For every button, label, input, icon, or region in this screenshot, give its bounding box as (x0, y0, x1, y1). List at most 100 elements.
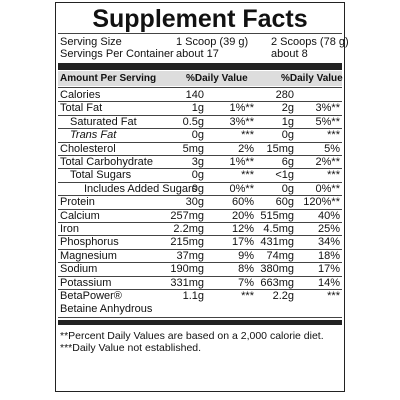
amount: 2.2mg (173, 223, 204, 235)
rule (58, 235, 342, 237)
nutrient-name: BetaPower® Betaine Anhydrous (60, 290, 153, 315)
rule (58, 181, 342, 183)
daily-value: 3%** (315, 102, 340, 115)
amount: 431mg (260, 236, 294, 249)
title: Supplement Facts (92, 5, 308, 33)
amount: 15mg (266, 142, 294, 155)
amount: 380mg (260, 263, 294, 276)
rule (58, 208, 342, 210)
daily-value: 60% (231, 196, 254, 209)
daily-value: 0%** (229, 182, 254, 195)
daily-value: 5% (324, 142, 340, 155)
daily-value: 9% (238, 249, 254, 262)
daily-value: 34% (317, 236, 340, 249)
daily-value: *** (241, 290, 254, 302)
nutrient-name: Calories (60, 89, 101, 101)
nutrient-name: Total Fat (60, 102, 103, 115)
rule (58, 114, 342, 116)
rule (58, 128, 342, 130)
daily-value: 7% (238, 276, 254, 289)
serving-label: Servings Per Container (60, 48, 174, 60)
amount: 74mg (266, 249, 294, 262)
column-header: %Daily Value (186, 73, 248, 84)
serving-value: 1 Scoop (39 g) (176, 36, 249, 48)
amount: 190mg (170, 263, 204, 276)
amount: 1.1g (182, 290, 204, 302)
nutrient-name: Cholesterol (60, 142, 116, 155)
daily-value: 2%** (315, 156, 340, 168)
rule (58, 195, 342, 197)
amount: 280 (275, 89, 294, 101)
daily-value: *** (241, 129, 254, 142)
amount: 515mg (260, 209, 294, 222)
amount: 0g (191, 169, 204, 182)
thick-rule (58, 320, 342, 325)
nutrient-name: Trans Fat (70, 129, 117, 142)
amount: 0g (191, 182, 204, 195)
footnote: ***Daily Value not established. (60, 342, 202, 354)
nutrient-name: Total Sugars (70, 169, 132, 182)
nutrient-name: Iron (60, 223, 79, 235)
rule (58, 168, 342, 170)
amount: 663mg (260, 276, 294, 289)
daily-value: 18% (317, 249, 340, 262)
amount: 1g (281, 115, 294, 128)
nutrient-name: Includes Added Sugars (84, 182, 198, 195)
nutrient-name: Phosphorus (60, 236, 119, 249)
footnote: **Percent Daily Values are based on a 2,… (60, 330, 324, 342)
amount: <1g (275, 169, 294, 182)
amount: 2g (281, 102, 294, 115)
daily-value: *** (241, 169, 254, 182)
daily-value: 40% (317, 209, 340, 222)
daily-value: 2% (238, 142, 254, 155)
amount: 0g (281, 129, 294, 142)
amount: 3g (191, 156, 204, 168)
rule (58, 101, 342, 103)
amount: 5mg (182, 142, 204, 155)
nutrient-name: Calcium (60, 209, 100, 222)
rule (58, 248, 342, 250)
amount: 1g (191, 102, 204, 115)
serving-label: Serving Size (60, 36, 122, 48)
daily-value: *** (327, 169, 340, 182)
rule (58, 289, 342, 290)
daily-value: 1%** (229, 156, 254, 168)
thick-rule (58, 63, 342, 70)
amount: 215mg (170, 236, 204, 249)
daily-value: 25% (317, 223, 340, 235)
daily-value: 5%** (315, 115, 340, 128)
nutrient-name: Saturated Fat (70, 115, 137, 128)
daily-value: 20% (231, 209, 254, 222)
serving-value: about 17 (176, 48, 219, 60)
serving-value: 2 Scoops (78 g) (271, 36, 349, 48)
column-header: %Daily Value (281, 73, 343, 84)
rule (58, 222, 342, 223)
daily-value: 8% (238, 263, 254, 276)
amount: 30g (185, 196, 204, 209)
amount: 331mg (170, 276, 204, 289)
daily-value: 0%** (315, 182, 340, 195)
rule (58, 317, 342, 318)
column-header: Amount Per Serving (60, 73, 157, 84)
rule (58, 275, 342, 277)
daily-value: 17% (231, 236, 254, 249)
amount: 4.5mg (263, 223, 294, 235)
amount: 6g (281, 156, 294, 168)
amount: 2.2g (272, 290, 294, 302)
nutrient-name: Sodium (60, 263, 98, 276)
daily-value: *** (327, 129, 340, 142)
header-row (58, 71, 342, 86)
amount: 0g (191, 129, 204, 142)
daily-value: 14% (317, 276, 340, 289)
nutrient-name: Potassium (60, 276, 112, 289)
daily-value: 120%** (303, 196, 340, 209)
daily-value: *** (327, 290, 340, 302)
amount: 60g (275, 196, 294, 209)
rule (58, 87, 342, 88)
daily-value: 17% (317, 263, 340, 276)
amount: 0.5g (182, 115, 204, 128)
rule (58, 141, 342, 143)
amount: 257mg (170, 209, 204, 222)
daily-value: 1%** (229, 102, 254, 115)
supplement-label: Supplement Facts Serving Size 1 Scoop (39… (55, 2, 349, 392)
